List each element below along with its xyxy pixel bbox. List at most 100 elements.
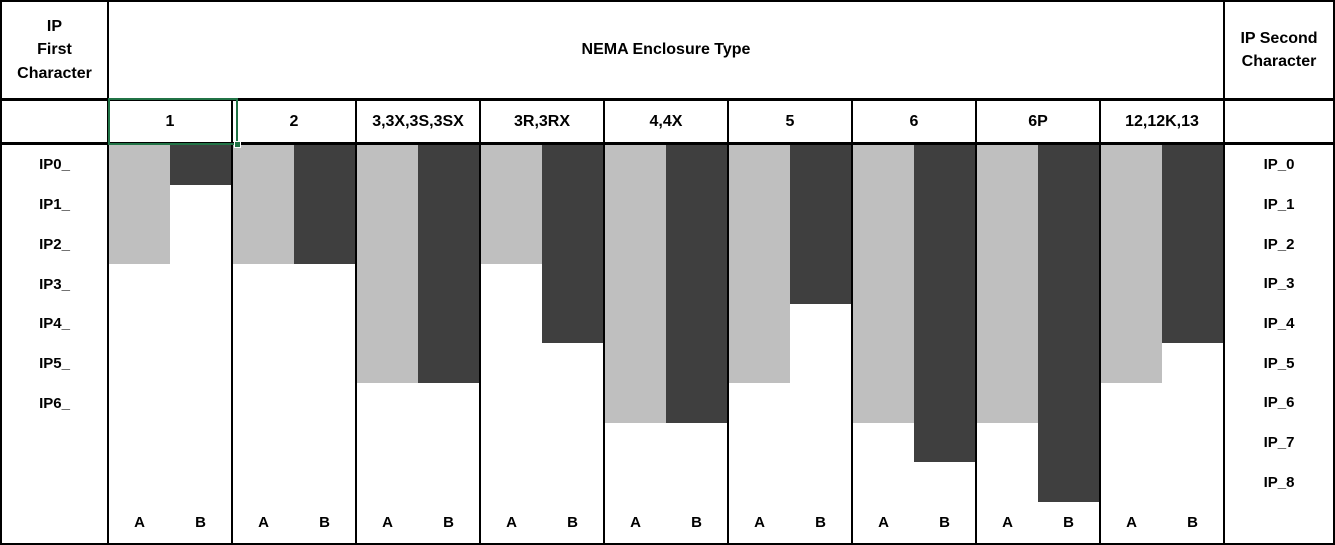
left-axis-label-ip2-: IP2_ — [39, 235, 70, 253]
column-header-cell-5[interactable]: 5 — [729, 101, 853, 142]
bar-pair-12-12k-13 — [1101, 145, 1223, 502]
bar-b-1 — [170, 145, 231, 185]
column-header-cell-4-4x[interactable]: 4,4X — [605, 101, 729, 142]
column-header-cell-3r-3rx[interactable]: 3R,3RX — [481, 101, 605, 142]
left-axis-label-ip1-: IP1_ — [39, 196, 70, 214]
bar-label-a-5: A — [754, 514, 765, 531]
right-axis-label-ip-2: IP_2 — [1263, 235, 1295, 253]
right-axis-label-ip-5: IP_5 — [1263, 354, 1295, 372]
bar-label-b-5: B — [815, 514, 826, 531]
bar-label-b-3r-3rx: B — [567, 514, 578, 531]
bar-b-12-12k-13 — [1162, 145, 1223, 344]
column-header-cell-6[interactable]: 6 — [853, 101, 977, 142]
column-header-cell-1[interactable]: 1 — [109, 101, 233, 142]
right-axis-label-ip-0: IP_0 — [1263, 156, 1295, 174]
bar-a-5 — [729, 145, 790, 383]
right-axis-label-ip-3: IP_3 — [1263, 275, 1295, 293]
bar-a-3-3x-3s-3sx — [357, 145, 418, 383]
right-axis-labels: IP_0 IP_1 IP_2 IP_3 IP_4 IP_5 IP_6 IP_7 IP_8 — [1225, 145, 1333, 502]
bar-pair-6 — [853, 145, 975, 502]
column-header-row: 1 2 3,3X,3S,3SX 3R,3RX 4,4X 5 6 6P 12,12K,13 — [109, 101, 1223, 142]
bar-label-b-1: B — [195, 514, 206, 531]
bar-a-2 — [233, 145, 294, 264]
grid-vline-right — [1223, 2, 1225, 543]
bar-pair-5 — [729, 145, 851, 502]
bar-pair-3r-3rx — [481, 145, 603, 502]
left-axis-label-ip5-: IP5_ — [39, 354, 70, 372]
bar-b-3r-3rx — [542, 145, 603, 344]
bar-a-4-4x — [605, 145, 666, 423]
grid-hline-header — [2, 98, 1333, 101]
left-axis-label-ip0-: IP0_ — [39, 156, 70, 174]
bar-a-3r-3rx — [481, 145, 542, 264]
bar-pair-6p — [977, 145, 1099, 502]
right-axis-label-ip-4: IP_4 — [1263, 315, 1295, 333]
bar-a-12-12k-13 — [1101, 145, 1162, 383]
bar-label-a-4-4x: A — [630, 514, 641, 531]
bar-label-a-12-12k-13: A — [1126, 514, 1137, 531]
right-axis-label-ip-7: IP_7 — [1263, 434, 1295, 452]
column-header-cell-3-3x-3s-3sx[interactable]: 3,3X,3S,3SX — [357, 101, 481, 142]
left-axis-labels: IP0_ IP1_ IP2_ IP3_ IP4_ IP5_ IP6_ — [2, 145, 107, 423]
column-header-cell-12-12k-13[interactable]: 12,12K,13 — [1125, 112, 1199, 130]
bar-b-6p — [1038, 145, 1099, 502]
right-axis-label-ip-8: IP_8 — [1263, 473, 1295, 491]
bar-label-b-12-12k-13: B — [1187, 514, 1198, 531]
bar-pair-2 — [233, 145, 355, 502]
bar-label-b-6: B — [939, 514, 950, 531]
bar-label-a-2: A — [258, 514, 269, 531]
right-axis-label-ip-6: IP_6 — [1263, 394, 1295, 412]
bar-label-b-4-4x: B — [691, 514, 702, 531]
grid-hline-subheader — [2, 142, 1333, 145]
bar-label-b-2: B — [319, 514, 330, 531]
nema-enclosure-type-header: NEMA Enclosure Type — [581, 41, 751, 58]
ip-second-character-header: IP Second Character — [1240, 29, 1318, 70]
column-header-cell-6p[interactable]: 6P — [977, 101, 1101, 142]
selection-fill-handle-icon[interactable] — [234, 141, 241, 148]
bar-label-a-6: A — [878, 514, 889, 531]
left-axis-label-ip6-: IP6_ — [39, 394, 70, 412]
bar-label-a-1: A — [134, 514, 145, 531]
bar-label-a-6p: A — [1002, 514, 1013, 531]
bar-label-b-6p: B — [1063, 514, 1074, 531]
grid-vline-left — [107, 2, 109, 543]
bar-pair-3-3x-3s-3sx — [357, 145, 479, 502]
bar-a-6 — [853, 145, 914, 423]
left-axis-label-ip4-: IP4_ — [39, 315, 70, 333]
bar-a-1 — [109, 145, 170, 264]
column-header-cell-2[interactable]: 2 — [233, 101, 357, 142]
bar-a-6p — [977, 145, 1038, 423]
bar-b-4-4x — [666, 145, 727, 423]
bar-label-a-3-3x-3s-3sx: A — [382, 514, 393, 531]
bar-b-5 — [790, 145, 851, 304]
left-axis-label-ip3-: IP3_ — [39, 275, 70, 293]
ip-first-character-header: IP First Character — [17, 18, 92, 82]
bar-b-3-3x-3s-3sx — [418, 145, 479, 383]
bar-pair-4-4x — [605, 145, 727, 502]
bar-label-b-3-3x-3s-3sx: B — [443, 514, 454, 531]
bar-label-a-3r-3rx: A — [506, 514, 517, 531]
bar-pair-1 — [109, 145, 231, 502]
right-axis-label-ip-1: IP_1 — [1263, 196, 1295, 213]
bar-b-2 — [294, 145, 355, 264]
